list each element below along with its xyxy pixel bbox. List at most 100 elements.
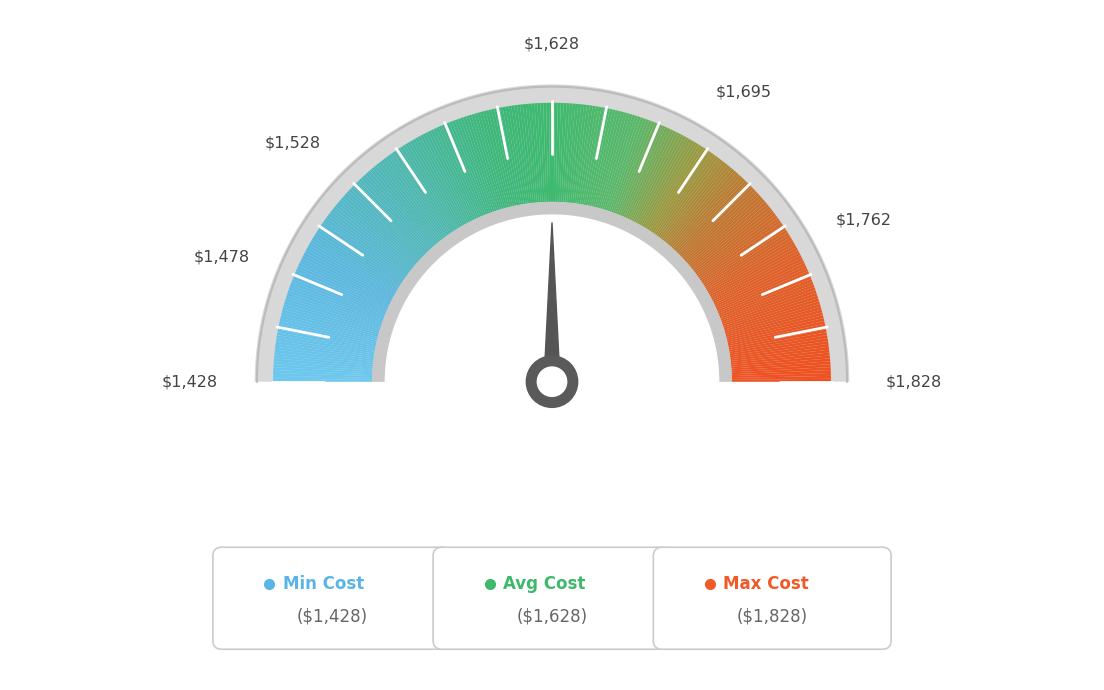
Polygon shape [328,213,408,275]
Polygon shape [273,373,372,378]
Polygon shape [276,341,374,357]
Polygon shape [648,146,704,231]
Polygon shape [586,108,607,206]
Polygon shape [573,105,587,204]
Polygon shape [493,108,517,206]
Polygon shape [436,127,479,218]
Polygon shape [710,247,798,297]
Polygon shape [660,159,723,239]
Polygon shape [662,161,725,241]
Polygon shape [421,135,469,223]
Polygon shape [682,188,755,259]
Polygon shape [477,112,506,208]
Polygon shape [672,175,741,249]
Polygon shape [721,287,816,322]
Polygon shape [615,120,652,214]
Polygon shape [273,376,372,380]
Polygon shape [723,298,819,330]
Polygon shape [704,235,790,288]
Polygon shape [284,301,380,331]
Polygon shape [365,172,433,248]
Polygon shape [730,344,829,359]
Polygon shape [351,186,424,257]
Polygon shape [425,132,473,221]
Polygon shape [449,121,488,215]
Polygon shape [291,279,385,317]
Polygon shape [342,195,418,263]
Polygon shape [567,104,578,203]
Polygon shape [669,170,736,247]
Polygon shape [400,146,456,231]
Polygon shape [696,213,776,275]
Polygon shape [397,148,454,232]
Polygon shape [728,318,825,342]
Polygon shape [452,120,489,214]
Polygon shape [702,227,786,284]
Polygon shape [304,253,393,300]
Polygon shape [284,304,380,333]
Polygon shape [711,253,800,300]
Polygon shape [627,128,671,219]
Polygon shape [289,284,383,321]
Polygon shape [666,165,730,243]
Polygon shape [480,112,507,208]
Polygon shape [372,202,732,382]
Polygon shape [431,129,476,220]
Polygon shape [606,115,638,210]
Text: $1,528: $1,528 [265,136,321,150]
Polygon shape [354,182,426,255]
Polygon shape [352,184,425,256]
Polygon shape [442,125,482,217]
Polygon shape [514,105,530,204]
Polygon shape [722,290,816,324]
Polygon shape [283,306,379,335]
Polygon shape [417,136,467,224]
Polygon shape [719,279,813,317]
Polygon shape [554,103,558,202]
Polygon shape [728,324,826,346]
Polygon shape [310,239,397,292]
Polygon shape [595,111,622,208]
Polygon shape [385,156,446,237]
Polygon shape [482,111,509,208]
Polygon shape [602,114,633,210]
Polygon shape [677,180,747,253]
Polygon shape [612,118,647,213]
Polygon shape [725,310,822,337]
Polygon shape [407,141,460,228]
Polygon shape [731,347,829,361]
Polygon shape [391,152,449,235]
Polygon shape [730,341,828,357]
Polygon shape [320,225,403,282]
Polygon shape [687,197,763,264]
Polygon shape [438,126,480,217]
Polygon shape [405,143,459,229]
Polygon shape [607,117,641,211]
Polygon shape [361,177,431,250]
Polygon shape [700,222,783,281]
Polygon shape [731,350,829,363]
Polygon shape [393,151,450,234]
Polygon shape [333,206,412,270]
Polygon shape [654,151,711,234]
Polygon shape [597,112,624,208]
Polygon shape [592,110,616,206]
Polygon shape [656,155,716,236]
Polygon shape [730,335,828,353]
Text: $1,762: $1,762 [836,213,892,228]
Polygon shape [475,113,503,209]
Polygon shape [631,132,679,221]
Polygon shape [529,104,539,202]
Polygon shape [620,124,660,216]
Polygon shape [298,263,390,307]
Polygon shape [671,172,739,248]
Polygon shape [327,215,407,276]
Polygon shape [277,329,375,350]
Polygon shape [624,126,666,217]
Polygon shape [658,156,719,237]
Polygon shape [709,245,796,295]
Polygon shape [558,103,564,202]
Polygon shape [444,124,484,216]
Polygon shape [694,210,774,273]
Polygon shape [613,119,649,213]
